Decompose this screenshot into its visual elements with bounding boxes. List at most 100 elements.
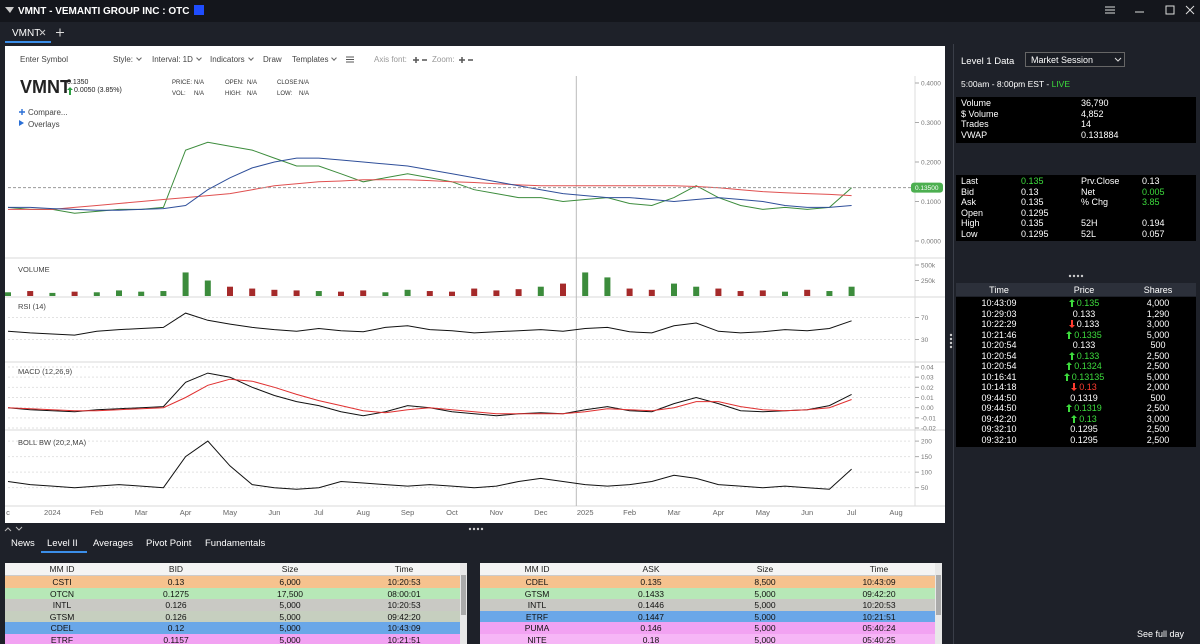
x-tick-label: c bbox=[6, 508, 10, 517]
quote-label: 52L bbox=[1081, 229, 1097, 239]
stat-label: VWAP bbox=[961, 129, 988, 140]
volume-bar bbox=[71, 291, 78, 296]
ts-price-text: 0.133 bbox=[1076, 319, 1100, 329]
volume-bar bbox=[759, 290, 766, 296]
toolbar-menu[interactable]: Zoom: bbox=[432, 55, 455, 64]
quote-label: 52H bbox=[1081, 218, 1098, 229]
x-tick-label: Feb bbox=[623, 508, 636, 517]
tab-bar: VMNT bbox=[0, 22, 953, 44]
cell: CSTI bbox=[52, 577, 72, 587]
table-row: GTSM 0.1433 5,000 09:42:20 bbox=[480, 587, 935, 599]
bottom-tab[interactable]: Fundamentals bbox=[205, 538, 266, 549]
ts-price: 0.1295 bbox=[1044, 424, 1124, 434]
toolbar-menu[interactable]: Axis font: bbox=[374, 55, 407, 64]
ts-price-text: 0.1319 bbox=[1074, 403, 1102, 413]
symbol-tab[interactable]: VMNT bbox=[12, 28, 41, 39]
ts-time: 10:20:54 bbox=[981, 361, 1017, 371]
cell: 5,000 bbox=[279, 623, 301, 633]
series-line bbox=[7, 378, 852, 415]
field-value: N/A bbox=[299, 80, 310, 86]
header-cell: Time bbox=[394, 564, 414, 574]
quote-label: Bid bbox=[961, 186, 975, 197]
cell: 0.135 bbox=[640, 577, 662, 587]
y-tick-label: 100 bbox=[921, 470, 932, 477]
volume-bar bbox=[138, 291, 145, 296]
icon bbox=[480, 527, 484, 531]
series-line bbox=[8, 179, 852, 210]
y-tick-label: 0.00 bbox=[921, 405, 934, 412]
cell: 5,000 bbox=[754, 600, 776, 610]
bottom-tab[interactable]: Pivot Point bbox=[146, 538, 192, 549]
x-tick-label: May bbox=[756, 508, 770, 517]
compare-link[interactable]: Compare... bbox=[28, 108, 68, 117]
icon bbox=[67, 87, 73, 95]
icon bbox=[1063, 372, 1070, 381]
ts-time: 09:42:20 bbox=[981, 413, 1017, 424]
toolbar-menu[interactable]: Templates bbox=[292, 55, 336, 64]
quote-label: Prv.Close bbox=[1081, 176, 1120, 186]
icon bbox=[1072, 274, 1076, 278]
table-header: MM ID BID Size Time bbox=[5, 563, 460, 576]
x-tick-label: Mar bbox=[135, 508, 148, 517]
resize-handle bbox=[468, 527, 484, 531]
volume-bar bbox=[5, 292, 11, 296]
icon bbox=[1068, 320, 1075, 328]
icon bbox=[1066, 404, 1073, 412]
volume-bar bbox=[515, 289, 522, 296]
tick-arrow bbox=[1071, 383, 1078, 391]
see-full-day[interactable]: See full day bbox=[1137, 629, 1185, 639]
toolbar-menu[interactable]: Draw bbox=[263, 55, 282, 64]
ts-price-text: 0.13 bbox=[1079, 413, 1097, 424]
bottom-tab[interactable]: News bbox=[11, 538, 35, 549]
cell: 10:21:51 bbox=[862, 611, 896, 622]
ts-time: 10:20:54 bbox=[981, 350, 1017, 361]
volume-bar bbox=[826, 291, 833, 296]
icon bbox=[1185, 5, 1195, 15]
icon bbox=[949, 341, 953, 345]
quote-label: High bbox=[961, 218, 980, 229]
bottom-tab[interactable]: Level II bbox=[47, 538, 78, 549]
volume-bar bbox=[493, 290, 500, 296]
header-cell: Size bbox=[281, 564, 299, 574]
select-chevron bbox=[1114, 57, 1122, 62]
volume-bar bbox=[293, 290, 300, 296]
stat-value: 4,852 bbox=[1081, 108, 1104, 119]
cell: 10:21:51 bbox=[387, 634, 421, 644]
bottom-tab[interactable]: Averages bbox=[93, 538, 133, 549]
volume-bar bbox=[160, 291, 167, 296]
overlays-link[interactable]: Overlays bbox=[28, 120, 60, 129]
symbol-input[interactable]: Enter Symbol bbox=[20, 55, 69, 64]
field-label: OPEN: bbox=[225, 80, 244, 86]
icon bbox=[5, 7, 14, 13]
ts-price: 0.1295 bbox=[1044, 435, 1124, 445]
quote-label: Low bbox=[961, 229, 978, 239]
session-select[interactable]: Market Session bbox=[1025, 52, 1125, 67]
volume-bar bbox=[271, 289, 278, 296]
quote-value: 3.85 bbox=[1142, 197, 1160, 208]
toolbar-menu[interactable]: Indicators bbox=[210, 55, 253, 64]
volume-bar bbox=[693, 286, 700, 296]
cell: 5,000 bbox=[279, 600, 301, 610]
cell: 5,000 bbox=[754, 611, 776, 622]
cell: 5,000 bbox=[754, 588, 776, 599]
cell: 10:20:53 bbox=[862, 600, 896, 610]
cell: 17,500 bbox=[277, 588, 303, 599]
toolbar-menu[interactable]: Style: bbox=[113, 55, 141, 64]
x-tick-label: Aug bbox=[889, 508, 902, 517]
ts-shares: 2,000 bbox=[1146, 382, 1170, 392]
table-row: ETRF 0.1157 5,000 10:21:51 bbox=[5, 633, 460, 644]
x-tick-label: Apr bbox=[180, 508, 192, 517]
icon bbox=[1071, 414, 1078, 423]
y-tick-label: 0.3000 bbox=[921, 120, 941, 127]
x-tick-label: 2024 bbox=[44, 508, 61, 517]
ts-price: 0.135 bbox=[1044, 298, 1124, 308]
stat-label: Trades bbox=[961, 119, 989, 129]
icon bbox=[1114, 57, 1122, 62]
toolbar-menu[interactable]: Interval: 1D bbox=[152, 55, 201, 64]
quote-label: Ask bbox=[961, 197, 977, 208]
ts-price-text: 0.13 bbox=[1079, 382, 1097, 392]
scroll-thumb bbox=[461, 575, 466, 615]
ts-shares: 5,000 bbox=[1146, 329, 1170, 340]
window-title: VMNT - VEMANTI GROUP INC : OTC bbox=[18, 5, 205, 17]
x-tick-label: May bbox=[223, 508, 237, 517]
